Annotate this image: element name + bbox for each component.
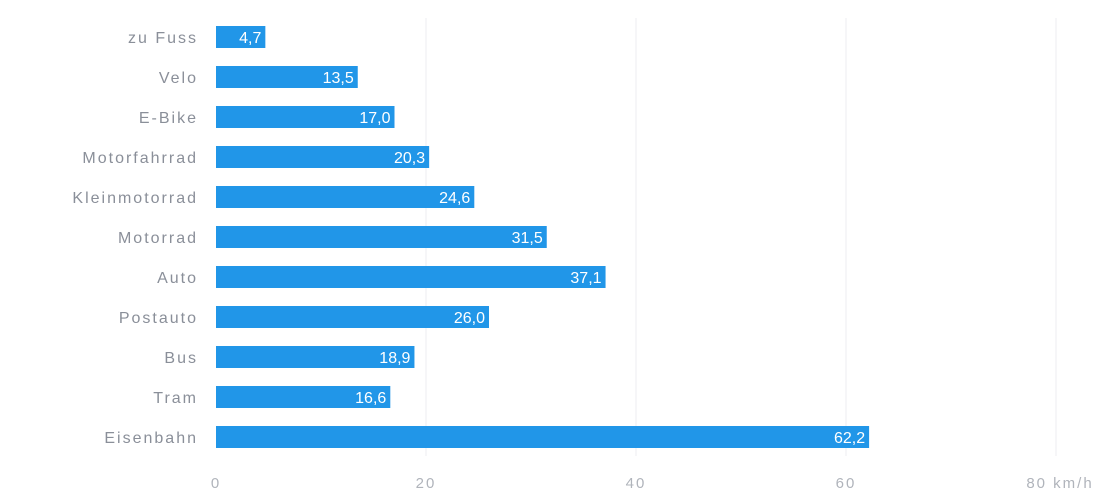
value-label: 37,1: [570, 270, 601, 287]
category-label: E-Bike: [139, 110, 198, 127]
x-tick-label: 0: [211, 475, 221, 491]
bar: [216, 146, 430, 168]
value-label: 13,5: [323, 70, 354, 87]
value-labels: 4,7 13,5 17,0 20,3 24,6 31,5 37,1 26,0 18,9 16,6 6…: [239, 30, 865, 447]
category-label: Eisenbahn: [104, 430, 198, 447]
value-label: 26,0: [454, 310, 485, 327]
value-label: 18,9: [379, 350, 410, 367]
bar: [216, 386, 391, 408]
bars: [216, 26, 870, 448]
x-tick-label: 80 km/h: [1026, 475, 1093, 491]
category-label: zu Fuss: [128, 30, 198, 47]
category-label: Bus: [164, 350, 198, 367]
category-label: Tram: [153, 390, 198, 407]
value-label: 62,2: [834, 430, 865, 447]
value-label: 4,7: [239, 30, 261, 47]
bar: [216, 106, 395, 128]
x-tick-label: 60: [836, 475, 857, 491]
category-label: Postauto: [119, 310, 198, 327]
value-label: 31,5: [512, 230, 543, 247]
value-label: 17,0: [359, 110, 390, 127]
category-label: Auto: [157, 270, 198, 287]
x-tick-label: 20: [416, 475, 437, 491]
value-label: 20,3: [394, 150, 425, 167]
value-label: 24,6: [439, 190, 470, 207]
bar: [216, 306, 489, 328]
x-axis-tick-labels: 0 20 40 60 80 km/h: [211, 475, 1093, 491]
value-label: 16,6: [355, 390, 386, 407]
bar: [216, 426, 870, 448]
bar: [216, 186, 475, 208]
category-label: Motorfahrrad: [82, 150, 198, 167]
bar: [216, 66, 358, 88]
bar: [216, 26, 266, 48]
bar: [216, 346, 415, 368]
category-labels: zu Fuss Velo E-Bike Motorfahrrad Kleinmotorr…: [72, 30, 198, 447]
x-tick-label: 40: [626, 475, 647, 491]
category-label: Velo: [159, 70, 198, 87]
bar: [216, 226, 547, 248]
category-label: Motorrad: [118, 230, 198, 247]
category-label: Kleinmotorrad: [72, 190, 198, 207]
bar: [216, 266, 606, 288]
